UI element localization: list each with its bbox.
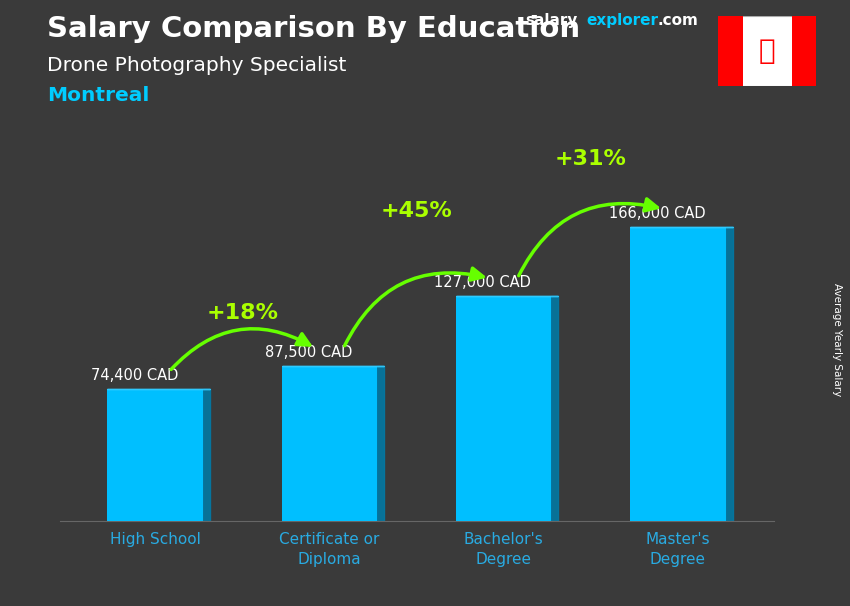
Text: 🍁: 🍁	[759, 37, 775, 65]
Text: +45%: +45%	[381, 201, 452, 221]
Text: 74,400 CAD: 74,400 CAD	[91, 368, 178, 383]
Text: +31%: +31%	[555, 149, 626, 169]
Bar	[791, 16, 816, 86]
Text: Average Yearly Salary: Average Yearly Salary	[832, 283, 842, 396]
Bar	[718, 16, 743, 86]
Text: Montreal: Montreal	[47, 86, 149, 105]
Bar	[456, 296, 552, 521]
Text: .com: .com	[657, 13, 698, 28]
Text: 127,000 CAD: 127,000 CAD	[434, 275, 531, 290]
FancyBboxPatch shape	[718, 16, 816, 86]
Bar	[630, 227, 726, 521]
Text: +18%: +18%	[207, 303, 278, 323]
Text: explorer: explorer	[586, 13, 659, 28]
Text: 166,000 CAD: 166,000 CAD	[609, 205, 706, 221]
Bar	[107, 389, 203, 521]
Text: Salary Comparison By Education: Salary Comparison By Education	[47, 15, 580, 43]
Bar	[281, 366, 377, 521]
Text: 87,500 CAD: 87,500 CAD	[265, 345, 352, 360]
Text: Drone Photography Specialist: Drone Photography Specialist	[47, 56, 346, 75]
Text: salary: salary	[525, 13, 578, 28]
